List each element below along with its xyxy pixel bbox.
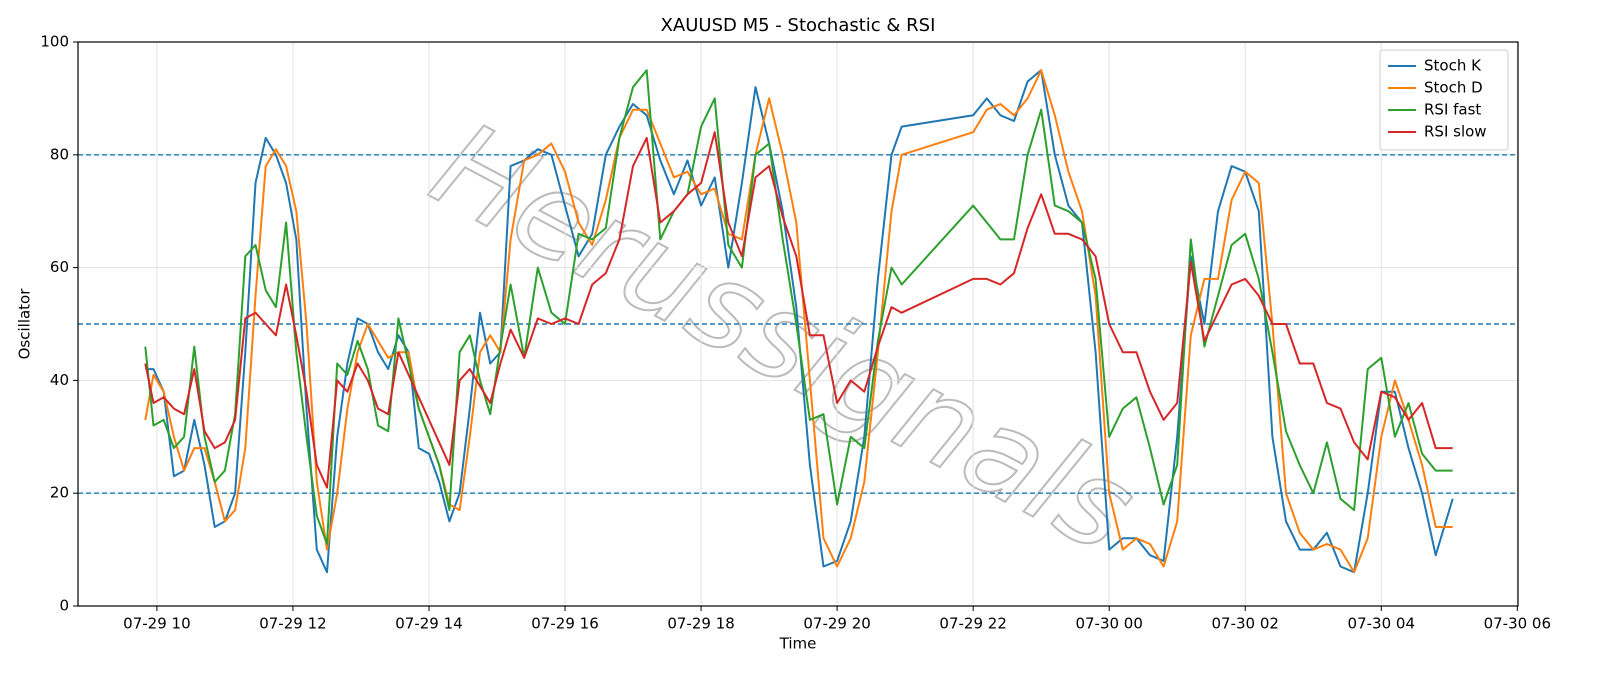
legend-label: Stoch K: [1424, 57, 1482, 75]
series-line: [144, 131, 1453, 489]
legend-label: Stoch D: [1424, 79, 1483, 97]
series-line: [144, 69, 1453, 545]
x-tick-label: 07-29 14: [395, 615, 462, 633]
y-tick-label: 60: [50, 258, 69, 276]
x-tick-label: 07-30 02: [1212, 615, 1279, 633]
y-axis-label: Oscillator: [16, 288, 34, 360]
y-tick-label: 80: [50, 145, 69, 163]
legend-box: [1379, 49, 1509, 151]
x-tick-label: 07-30 06: [1484, 615, 1551, 633]
x-tick-label: 07-29 18: [667, 615, 734, 633]
x-axis-label: Time: [779, 635, 817, 653]
legend-label: RSI slow: [1424, 123, 1487, 141]
x-tick-label: 07-29 16: [531, 615, 598, 633]
x-tick-label: 07-29 20: [803, 615, 870, 633]
y-tick-label: 40: [50, 371, 69, 389]
x-tick-label: 07-29 12: [259, 615, 326, 633]
x-tick-label: 07-30 04: [1348, 615, 1415, 633]
x-tick-label: 07-30 00: [1075, 615, 1142, 633]
plot-frame: [77, 41, 1519, 607]
chart-title: XAUUSD M5 - Stochastic & RSI: [661, 15, 936, 36]
y-tick-label: 20: [50, 484, 69, 502]
x-tick-label: 07-29 10: [123, 615, 190, 633]
x-tick-label: 07-29 22: [939, 615, 1006, 633]
legend-label: RSI fast: [1424, 101, 1481, 119]
y-tick-label: 0: [59, 597, 69, 615]
legend: Stoch K Stoch D RSI fast RSI slow: [1379, 49, 1509, 151]
y-tick-label: 100: [40, 33, 69, 51]
